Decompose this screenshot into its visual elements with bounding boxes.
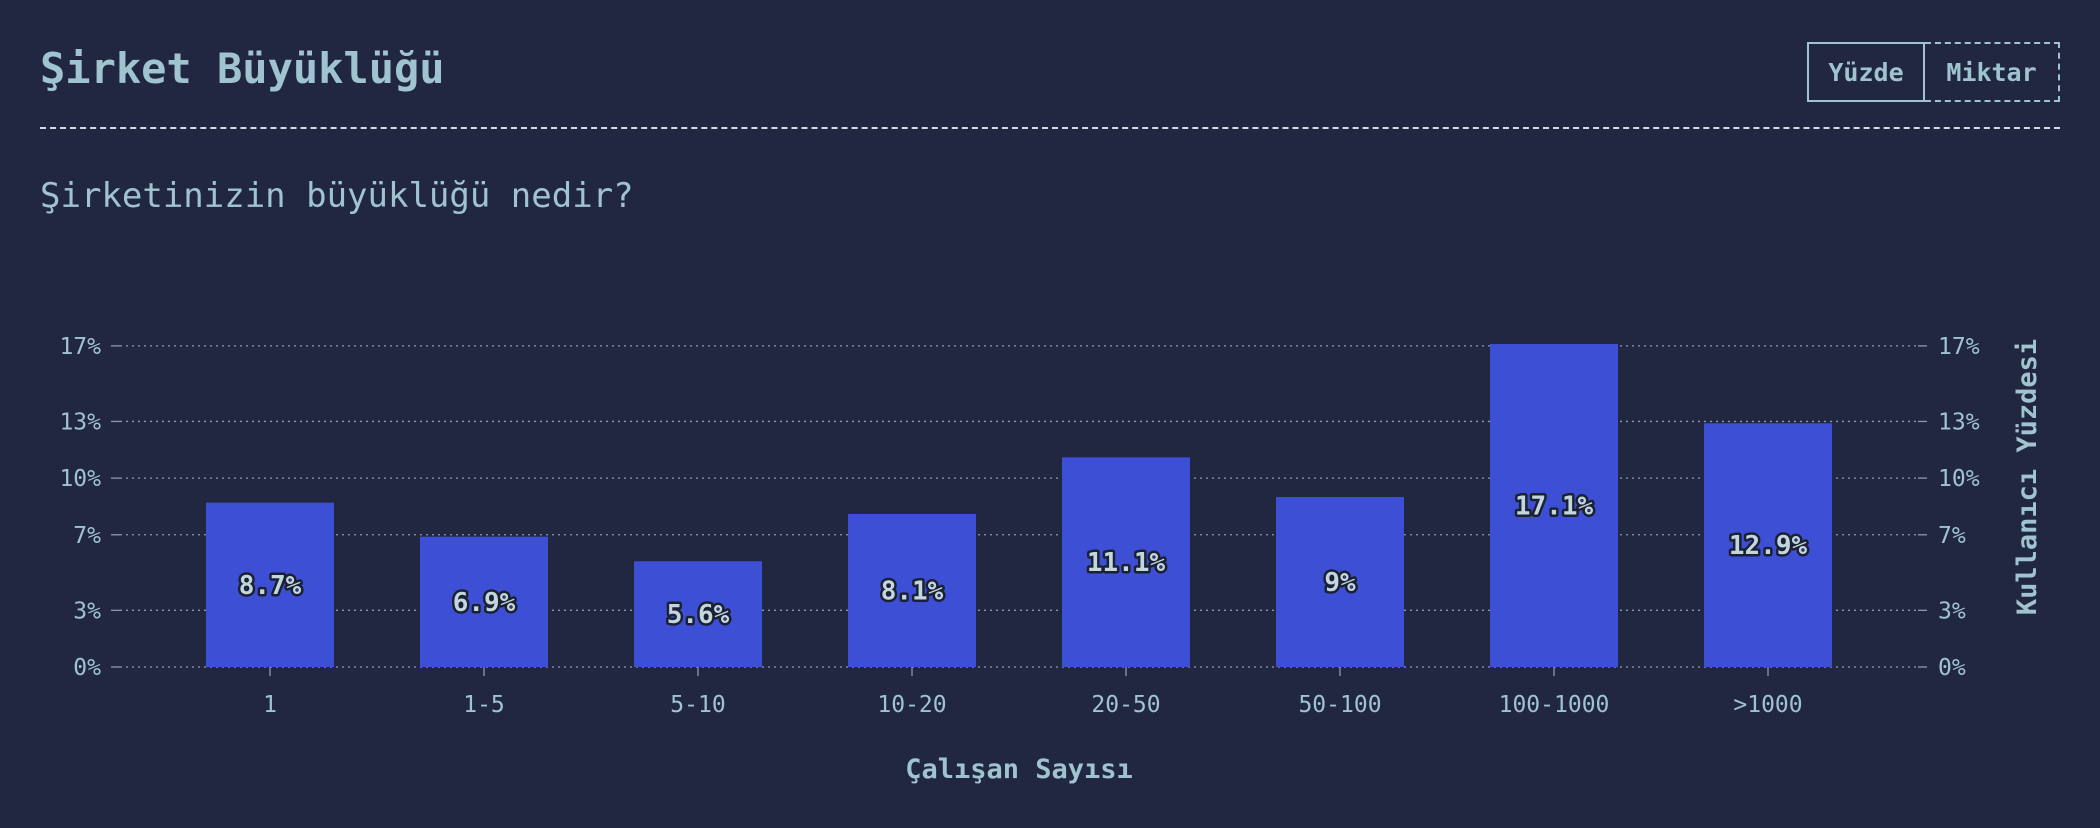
x-tick-label: 100-1000 (1499, 692, 1610, 718)
header: Şirket Büyüklüğü Yüzde Miktar (40, 0, 2060, 129)
data-label: 5.6% (667, 600, 730, 630)
y-tick-label-left: 10% (59, 466, 101, 492)
bar (420, 536, 548, 667)
y-tick-label-left: 13% (59, 409, 101, 435)
y-tick-label-left: 7% (73, 523, 101, 549)
y-tick-label-right: 10% (1938, 466, 1980, 492)
bar (1490, 344, 1618, 667)
x-tick-label: 1 (263, 692, 277, 718)
y-tick-label-right: 13% (1938, 409, 1980, 435)
x-tick-label: 20-50 (1091, 692, 1160, 718)
y-axis-title: Kullanıcı Yüzdesi (2012, 339, 2043, 615)
y-tick-label-left: 3% (73, 598, 101, 624)
y-tick-label-right: 0% (1938, 655, 1966, 681)
y-tick-label-right: 7% (1938, 523, 1966, 549)
count-toggle-button[interactable]: Miktar (1925, 42, 2060, 102)
data-label: 11.1% (1087, 548, 1166, 578)
bar (634, 561, 762, 667)
y-tick-label-left: 17% (59, 334, 101, 360)
x-tick-label: 5-10 (670, 692, 725, 718)
unit-toggle: Yüzde Miktar (1807, 42, 2060, 102)
x-tick-label: 10-20 (877, 692, 946, 718)
y-tick-label-left: 0% (73, 655, 101, 681)
bar (1704, 423, 1832, 667)
data-label: 12.9% (1729, 531, 1808, 561)
bar (848, 514, 976, 667)
percent-toggle-button[interactable]: Yüzde (1807, 42, 1925, 102)
bar (1276, 497, 1404, 667)
x-axis-title: Çalışan Sayısı (905, 754, 1133, 785)
y-tick-label-right: 17% (1938, 334, 1980, 360)
bar (1062, 457, 1190, 667)
x-tick-label: >1000 (1733, 692, 1802, 718)
data-label: 9% (1324, 568, 1356, 598)
data-label: 8.7% (239, 571, 302, 601)
y-tick-label-right: 3% (1938, 598, 1966, 624)
data-label: 6.9% (453, 588, 516, 618)
question-text: Şirketinizin büyüklüğü nedir? (40, 176, 634, 216)
data-label: 17.1% (1515, 492, 1594, 522)
data-label: 8.1% (881, 577, 944, 607)
x-tick-label: 1-5 (463, 692, 505, 718)
x-tick-label: 50-100 (1298, 692, 1381, 718)
bar (206, 502, 334, 667)
page-title: Şirket Büyüklüğü (40, 44, 445, 93)
